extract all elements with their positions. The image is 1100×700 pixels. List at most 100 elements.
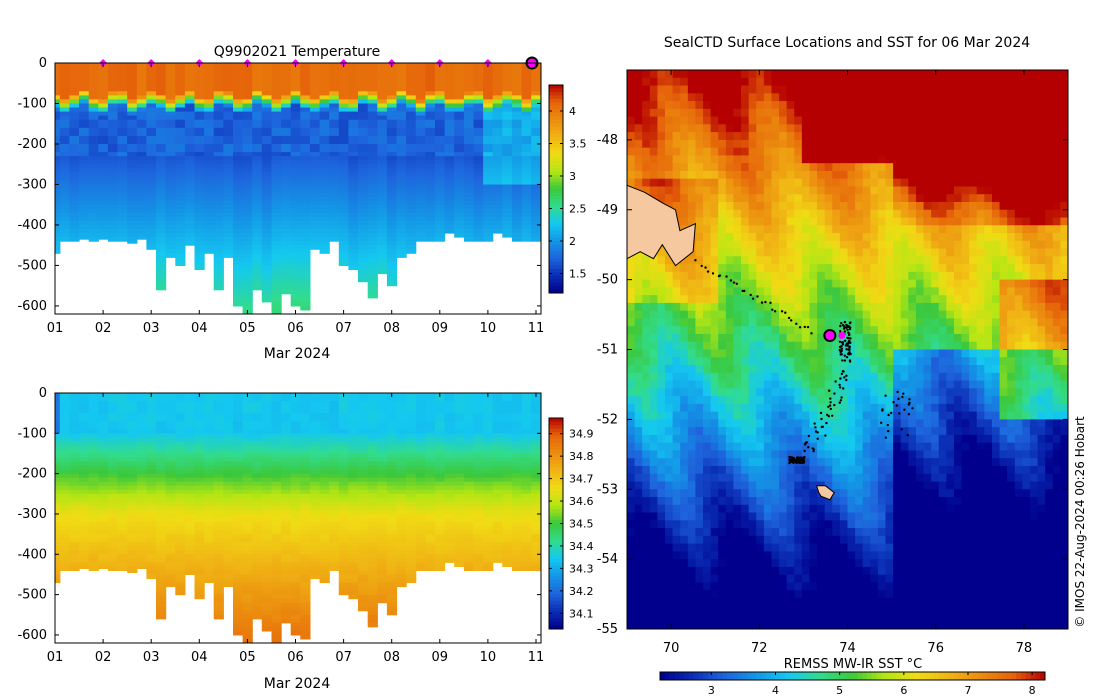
salinity-cell bbox=[107, 461, 119, 467]
temperature-cell bbox=[271, 139, 282, 145]
temperature-cell bbox=[521, 115, 532, 121]
salinity-cell bbox=[406, 481, 417, 487]
salinity-cell bbox=[88, 437, 99, 442]
temperature-cell bbox=[79, 200, 90, 206]
temperature-cell bbox=[463, 156, 475, 161]
salinity-cell bbox=[502, 393, 513, 398]
temperature-cell bbox=[444, 172, 455, 177]
temperature-cell bbox=[233, 111, 244, 117]
temperature-cell bbox=[290, 253, 301, 258]
temperature-cell bbox=[165, 253, 176, 258]
salinity-cell bbox=[463, 497, 475, 503]
salinity-cell bbox=[406, 473, 417, 479]
temperature-cell bbox=[444, 127, 455, 133]
temperature-cell bbox=[146, 91, 157, 96]
temperature-cell bbox=[55, 184, 61, 190]
salinity-cell bbox=[107, 457, 119, 463]
salinity-cell bbox=[79, 417, 90, 422]
salinity-cell bbox=[473, 397, 484, 402]
salinity-cell bbox=[107, 393, 119, 398]
temperature-cell bbox=[386, 111, 398, 117]
temperature-cell bbox=[242, 188, 253, 194]
temperature-cell bbox=[194, 103, 205, 109]
temperature-cell bbox=[329, 188, 340, 194]
salinity-cell bbox=[319, 566, 330, 571]
temperature-cell bbox=[175, 144, 186, 149]
salinity-cell bbox=[127, 453, 138, 459]
salinity-cell bbox=[146, 457, 157, 463]
temperature-cell bbox=[175, 91, 186, 96]
salinity-cell bbox=[146, 534, 157, 539]
temperature-cell bbox=[136, 152, 147, 157]
temperature-cell bbox=[300, 111, 311, 117]
temperature-cell bbox=[300, 261, 311, 266]
temperature-cell bbox=[107, 87, 119, 92]
temperature-cell bbox=[492, 103, 503, 109]
temperature-cell bbox=[377, 257, 388, 262]
temperature-cell bbox=[329, 123, 340, 129]
temperature-cell bbox=[146, 208, 157, 214]
salinity-cell bbox=[425, 538, 436, 543]
salinity-cell bbox=[233, 614, 244, 620]
temperature-cell bbox=[502, 229, 513, 234]
salinity-cell bbox=[204, 570, 215, 575]
salinity-cell bbox=[242, 530, 253, 535]
salinity-cell bbox=[444, 421, 455, 426]
temperature-cell bbox=[290, 188, 301, 194]
salinity-cell bbox=[377, 453, 388, 459]
temperature-cell bbox=[348, 79, 359, 84]
salinity-cell bbox=[175, 457, 186, 463]
salinity-cell bbox=[502, 461, 513, 467]
temperature-cell bbox=[309, 172, 321, 177]
salinity-cell bbox=[127, 457, 138, 463]
y-tick-label: -200 bbox=[17, 137, 47, 152]
temperature-cell bbox=[483, 220, 494, 226]
salinity-cell bbox=[98, 522, 109, 527]
temperature-cell bbox=[300, 249, 311, 254]
temperature-cell bbox=[55, 224, 61, 230]
temperature-cell bbox=[127, 220, 138, 226]
temperature-cell bbox=[136, 233, 147, 238]
temperature-cell bbox=[319, 91, 330, 96]
salinity-cell bbox=[502, 449, 513, 455]
salinity-cell bbox=[55, 518, 61, 523]
salinity-cell bbox=[319, 425, 330, 430]
temperature-cell bbox=[386, 188, 398, 194]
salinity-cell bbox=[242, 473, 253, 479]
salinity-cell bbox=[348, 421, 359, 426]
temperature-cell bbox=[184, 188, 196, 194]
salinity-cell bbox=[367, 586, 378, 592]
salinity-cell bbox=[338, 574, 349, 580]
salinity-cell bbox=[204, 445, 215, 450]
temperature-cell bbox=[319, 249, 330, 254]
salinity-cell bbox=[261, 546, 272, 551]
salinity-cell bbox=[194, 574, 205, 580]
salinity-cell bbox=[69, 514, 80, 519]
salinity-cell bbox=[300, 530, 311, 535]
salinity-cell bbox=[79, 542, 90, 547]
salinity-cell bbox=[175, 445, 186, 450]
temperature-cell bbox=[55, 71, 61, 76]
temperature-cell bbox=[184, 241, 196, 246]
salinity-cell bbox=[79, 530, 90, 535]
temperature-cell bbox=[204, 91, 215, 96]
temperature-cell bbox=[223, 67, 234, 72]
salinity-cell bbox=[300, 614, 311, 620]
temperature-cell bbox=[367, 75, 378, 80]
salinity-cell bbox=[386, 538, 398, 543]
salinity-cell bbox=[290, 429, 301, 434]
salinity-cell bbox=[290, 509, 301, 515]
temperature-cell bbox=[223, 184, 234, 190]
temperature-cell bbox=[531, 168, 541, 173]
temperature-cell bbox=[367, 285, 378, 291]
temperature-cell bbox=[55, 91, 61, 96]
salinity-cell bbox=[319, 526, 330, 531]
temperature-cell bbox=[348, 99, 359, 104]
salinity-cell bbox=[386, 433, 398, 438]
temperature-cell bbox=[271, 115, 282, 121]
salinity-cell bbox=[233, 477, 244, 483]
salinity-cell bbox=[184, 437, 196, 442]
temperature-cell bbox=[502, 95, 513, 100]
salinity-cell bbox=[406, 413, 417, 418]
temperature-cell bbox=[127, 168, 138, 173]
